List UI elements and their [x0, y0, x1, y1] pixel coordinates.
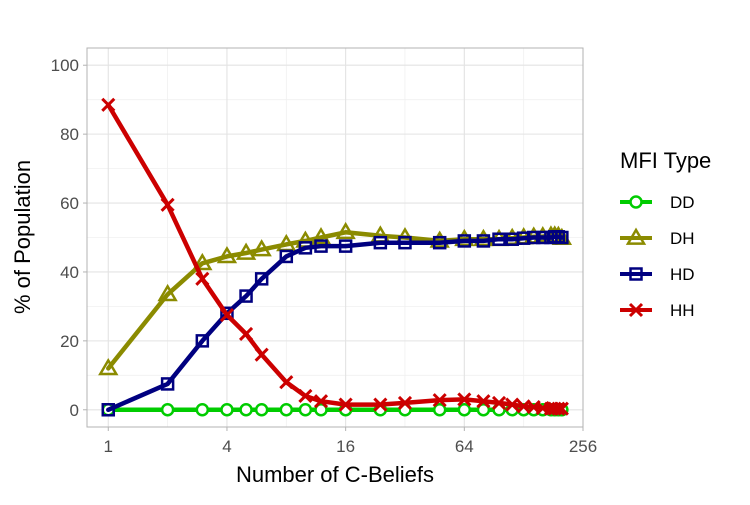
y-tick-label: 20	[60, 332, 79, 351]
data-point-HH	[238, 326, 254, 342]
panel-border	[86, 47, 584, 428]
data-point-HH	[298, 388, 313, 404]
data-point-DH	[192, 252, 213, 271]
legend-item-DH: DH	[620, 227, 695, 248]
data-point-HH	[160, 197, 175, 212]
data-point-HD	[555, 230, 569, 245]
data-point-DD	[457, 403, 472, 417]
legend: MFI Type DD DH HD HH	[620, 148, 711, 320]
series-line-HD	[106, 234, 565, 413]
legend-label: DD	[670, 193, 695, 212]
data-point-DD	[254, 403, 269, 417]
legend-title: MFI Type	[620, 148, 711, 173]
data-point-DD	[314, 403, 328, 417]
y-tick-label: 100	[51, 56, 79, 75]
data-point-HD	[160, 377, 175, 391]
data-point-HD	[526, 230, 541, 245]
x-tick-label: 16	[336, 437, 355, 456]
data-point-HD	[492, 232, 506, 246]
data-point-HH	[338, 397, 353, 412]
data-point-DD	[195, 403, 210, 417]
data-point-HH	[554, 401, 569, 416]
legend-key-marker	[628, 302, 644, 318]
data-point-HD	[279, 249, 294, 264]
legend-item-HH: HH	[620, 301, 695, 320]
x-tick-label: 64	[455, 437, 474, 456]
legend-key-marker	[629, 267, 643, 281]
data-point-DH	[310, 227, 332, 245]
data-point-DH	[235, 242, 257, 260]
data-point-HD	[239, 289, 253, 303]
data-point-HD	[195, 334, 210, 348]
data-point-DD	[476, 403, 491, 417]
data-point-HD	[432, 235, 447, 250]
data-point-DH	[216, 245, 238, 264]
legend-key-marker	[625, 227, 647, 245]
data-point-HD	[338, 239, 353, 253]
series-HD	[101, 230, 569, 417]
data-point-DH	[335, 221, 356, 240]
data-point-DH	[157, 283, 178, 302]
data-point-DH	[98, 357, 119, 376]
data-point-HH	[476, 394, 491, 409]
data-point-DH	[473, 228, 494, 247]
data-point-HD	[298, 241, 313, 255]
data-point-DD	[279, 403, 294, 417]
data-point-HD	[101, 403, 116, 417]
data-point-DD	[160, 403, 175, 417]
y-tick-label: 0	[70, 401, 79, 420]
data-point-DD	[432, 403, 447, 417]
legend-item-DD: DD	[620, 193, 695, 212]
data-point-DH	[429, 230, 450, 248]
legend-label: DH	[670, 229, 695, 248]
data-point-DD	[298, 403, 313, 417]
data-point-HH	[457, 392, 472, 407]
legend-label: HH	[670, 301, 695, 320]
x-tick-label: 4	[222, 437, 231, 456]
legend-key-marker	[629, 195, 643, 209]
data-point-HD	[373, 235, 388, 250]
data-point-HD	[220, 306, 234, 321]
data-point-HH	[101, 97, 116, 112]
series-HH	[101, 97, 569, 416]
data-point-HH	[397, 395, 413, 410]
data-point-HH	[219, 307, 235, 323]
data-point-HH	[505, 397, 520, 412]
data-point-HD	[398, 235, 412, 250]
data-point-HH	[279, 375, 294, 390]
data-point-DH	[454, 228, 475, 247]
data-point-DH	[251, 239, 272, 257]
x-tick-label: 256	[569, 437, 597, 456]
axis-layer: 0 20 40 60 80 100 1 4 16 64 256	[51, 56, 598, 456]
data-point-HH	[491, 395, 507, 410]
data-point-HH	[432, 393, 447, 408]
legend-label: HD	[670, 265, 695, 284]
y-tick-label: 80	[60, 125, 79, 144]
series-layer	[98, 97, 573, 417]
x-axis-label: Number of C-Beliefs	[236, 462, 434, 487]
data-point-HH	[373, 397, 388, 412]
data-point-HH	[551, 401, 566, 416]
data-point-DD	[220, 403, 234, 417]
data-point-HD	[254, 272, 269, 286]
data-point-DD	[239, 403, 253, 417]
y-axis-label: % of Population	[10, 160, 35, 314]
y-tick-label: 40	[60, 263, 79, 282]
data-point-HD	[314, 239, 328, 253]
data-point-HD	[457, 234, 472, 248]
data-point-HD	[476, 234, 491, 248]
data-point-HH	[313, 394, 329, 409]
legend-item-HD: HD	[620, 265, 695, 284]
y-tick-label: 60	[60, 194, 79, 213]
data-point-HH	[195, 271, 210, 286]
x-tick-label: 1	[104, 437, 113, 456]
data-point-HH	[254, 347, 269, 362]
